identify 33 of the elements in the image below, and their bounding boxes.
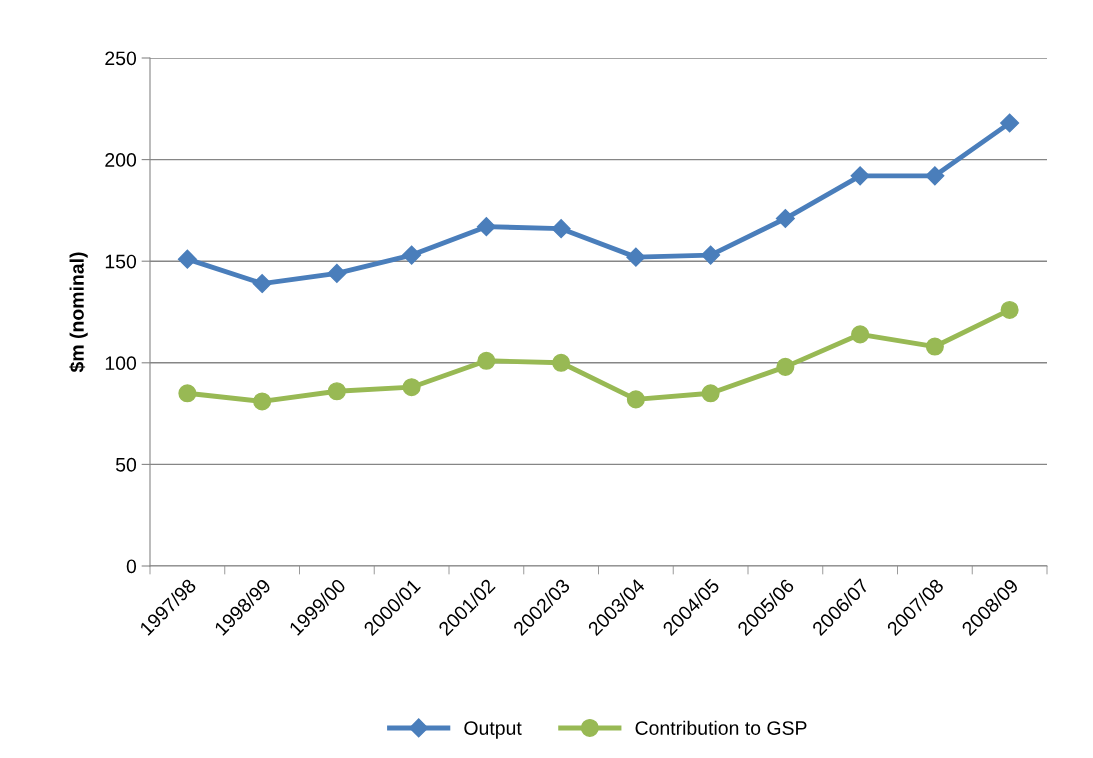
point <box>925 337 944 356</box>
point <box>925 166 945 186</box>
point <box>851 325 870 344</box>
point <box>1000 300 1019 319</box>
point <box>551 219 571 239</box>
y-axis-title: $m (nominal) <box>69 252 88 373</box>
point <box>701 245 721 265</box>
point <box>552 353 571 372</box>
legend-label: Output <box>464 721 522 739</box>
point <box>327 263 347 283</box>
y-tick-label: 50 <box>115 457 137 472</box>
point <box>626 247 646 267</box>
y-tick-label: 250 <box>105 51 137 66</box>
legend-label: Contribution to GSP <box>635 720 807 735</box>
y-tick-label: 200 <box>105 153 137 167</box>
point <box>476 217 496 237</box>
point <box>850 166 870 186</box>
point <box>178 384 197 403</box>
point <box>402 245 422 265</box>
point <box>1000 113 1020 133</box>
point <box>252 274 272 294</box>
point <box>776 357 795 376</box>
point <box>775 208 795 229</box>
point <box>701 384 720 403</box>
point <box>253 392 272 411</box>
y-tick-label: 0 <box>126 559 137 574</box>
point <box>626 390 645 409</box>
point <box>402 378 421 397</box>
point <box>327 382 346 401</box>
point <box>477 351 496 370</box>
y-tick-label: 150 <box>105 254 137 269</box>
point <box>177 249 197 269</box>
y-tick-label: 100 <box>105 356 137 371</box>
